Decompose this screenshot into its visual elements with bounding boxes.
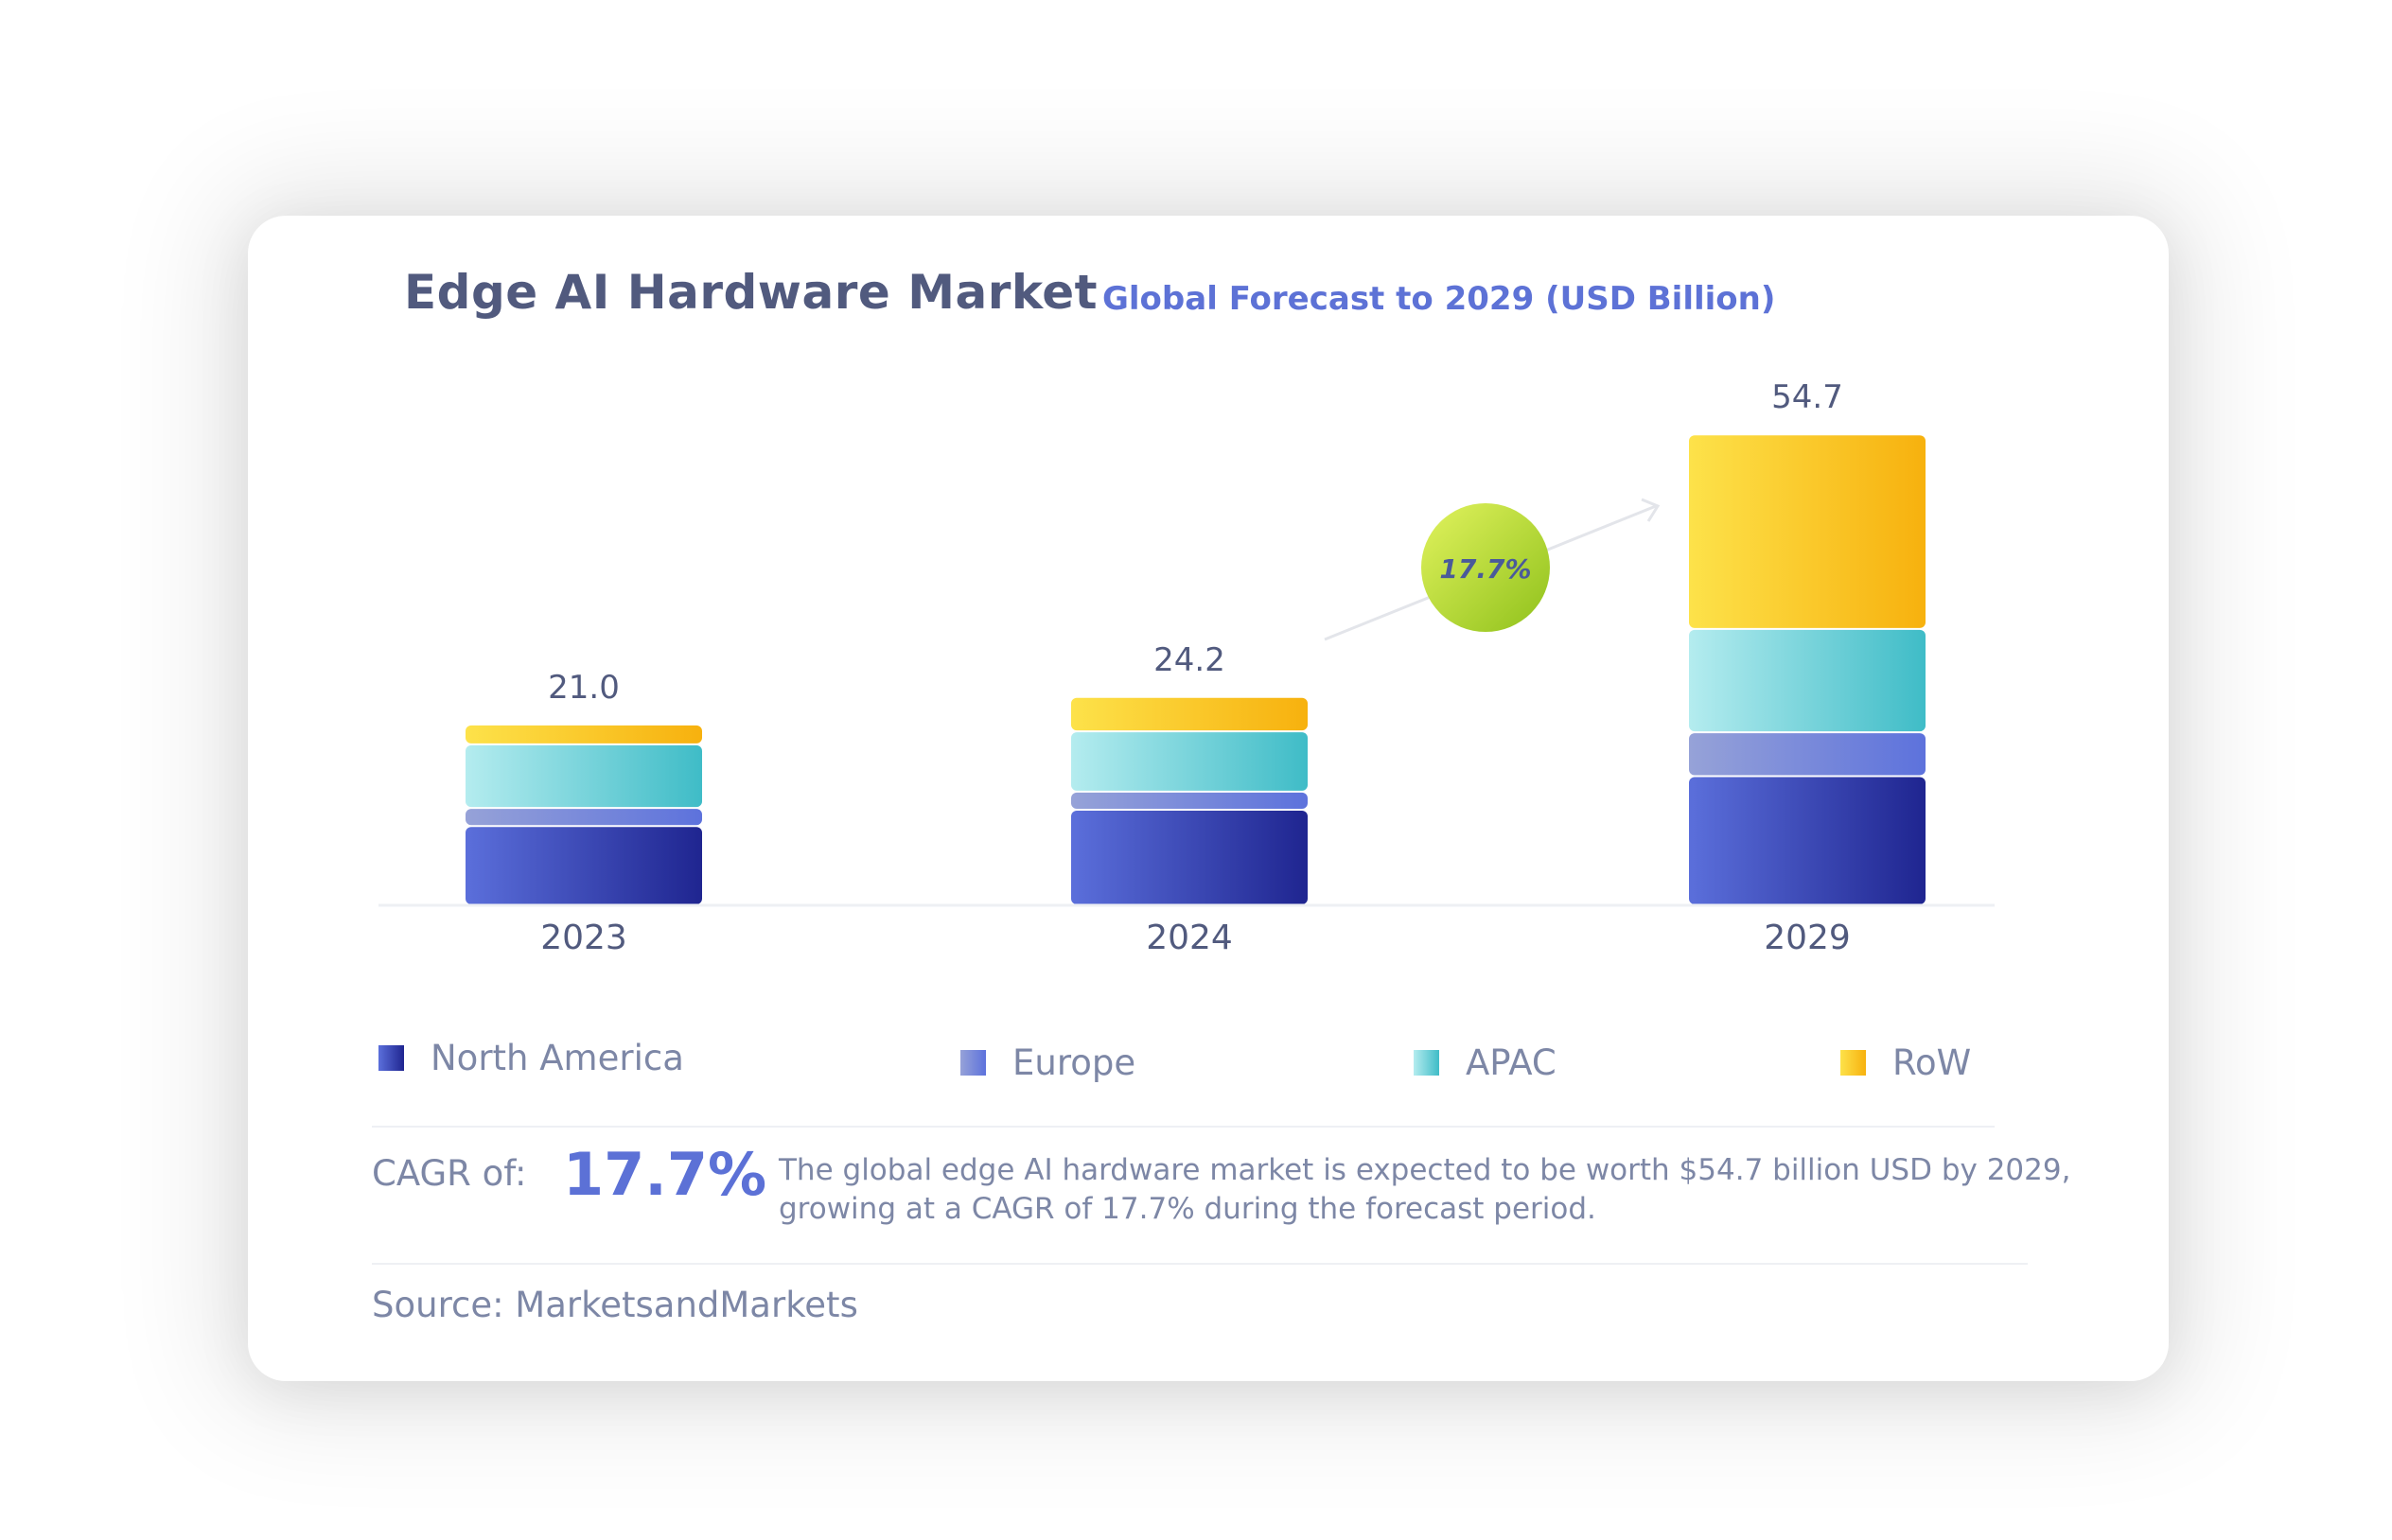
growth-badge-label: 17.7% <box>1439 553 1531 585</box>
divider <box>372 1263 2028 1265</box>
cagr-value: 17.7% <box>563 1140 767 1209</box>
bar-segment-europe-2024 <box>1071 792 1308 809</box>
legend-swatch-north-america <box>378 1045 404 1071</box>
x-tick-label-2029: 2029 <box>1764 919 1851 957</box>
bar-segment-row-2024 <box>1071 697 1308 731</box>
legend-swatch-europe <box>960 1050 986 1076</box>
legend-europe: Europe <box>960 1042 1135 1083</box>
bar-segment-row-2029 <box>1689 435 1926 628</box>
legend-swatch-apac <box>1414 1050 1439 1076</box>
bar-segment-north-america-2023 <box>466 827 702 904</box>
growth-badge <box>1421 503 1550 632</box>
bar-total-label-2024: 24.2 <box>1153 641 1225 679</box>
bar-segment-europe-2029 <box>1689 733 1926 776</box>
legend-row: RoW <box>1840 1042 1971 1083</box>
legend-swatch-row <box>1840 1050 1866 1076</box>
chart-subtitle: Global Forecast to 2029 (USD Billion) <box>1102 280 1776 318</box>
bar-segment-apac-2024 <box>1071 732 1308 791</box>
legend-label: Europe <box>1012 1042 1136 1083</box>
chart-title: Edge AI Hardware Market <box>404 265 1099 320</box>
legend-label: RoW <box>1892 1042 1972 1083</box>
growth-indicator: 17.7% <box>1324 498 1661 641</box>
bar-segment-row-2023 <box>466 725 702 744</box>
market-summary: The global edge AI hardware market is ex… <box>779 1153 2071 1226</box>
bar-segment-apac-2029 <box>1689 629 1926 732</box>
cagr-label: CAGR of: <box>372 1153 527 1194</box>
legend-apac: APAC <box>1414 1042 1557 1083</box>
x-tick-label-2023: 2023 <box>540 919 627 957</box>
x-tick-label-2024: 2024 <box>1146 919 1233 957</box>
bar-segment-europe-2023 <box>466 809 702 826</box>
growth-arrow-head <box>1641 498 1661 522</box>
divider <box>372 1126 1995 1128</box>
legend-north-america: North America <box>378 1038 684 1078</box>
bar-segment-apac-2023 <box>466 744 702 808</box>
bar-segment-north-america-2024 <box>1071 810 1308 904</box>
legend-label: North America <box>431 1038 684 1078</box>
legend-label: APAC <box>1466 1042 1557 1083</box>
bar-segment-north-america-2029 <box>1689 777 1926 904</box>
bar-total-label-2029: 54.7 <box>1771 378 1843 416</box>
bar-total-label-2023: 21.0 <box>548 669 620 707</box>
source-citation: Source: MarketsandMarkets <box>372 1285 858 1325</box>
